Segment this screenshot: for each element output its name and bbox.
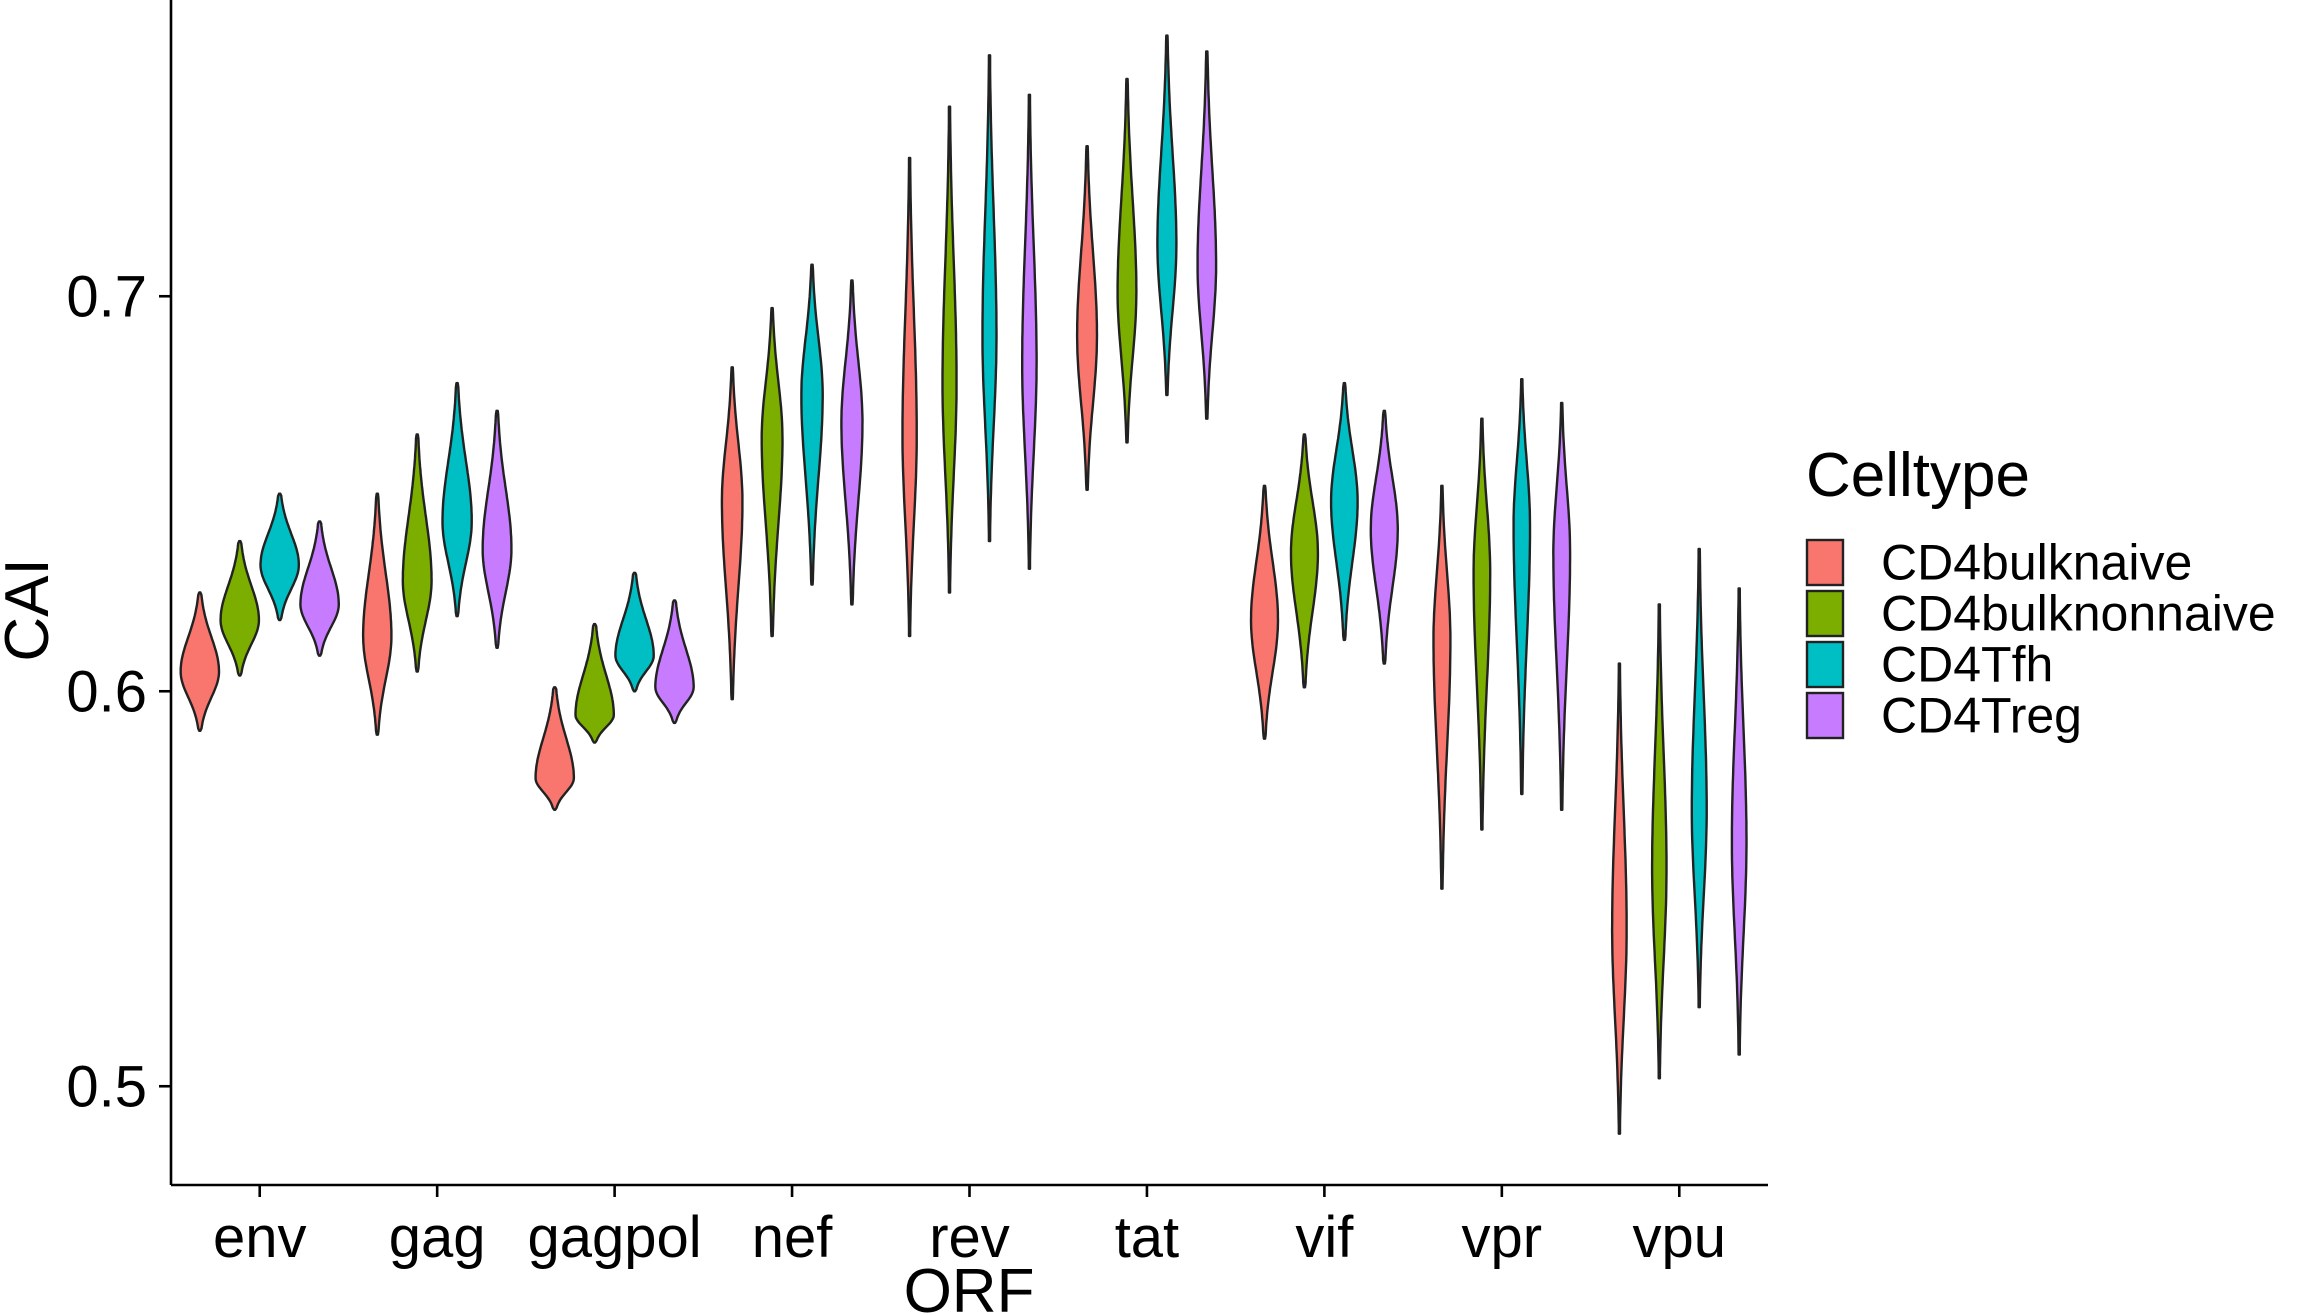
y-tick-label: 0.7: [66, 264, 147, 329]
x-tick-label: gagpol: [528, 1205, 702, 1270]
violin-CD4bulknaive-tat: [1075, 144, 1099, 491]
x-tick-label: rev: [929, 1205, 1010, 1270]
violin-CD4Treg-vif: [1369, 409, 1400, 665]
x-tick-label: vpr: [1462, 1205, 1543, 1270]
x-tick-label: tat: [1115, 1205, 1180, 1270]
violin-CD4Tfh-vif: [1329, 381, 1359, 642]
violin-CD4Tfh-env: [259, 492, 300, 622]
violin-CD4Tfh-vpr: [1512, 378, 1532, 796]
y-axis-ticks: 0.5 0.6 0.7: [66, 264, 171, 1119]
legend-key-CD4Treg: [1805, 691, 1845, 740]
violin-CD4bulknaive-rev: [901, 156, 918, 638]
x-tick-label: vif: [1295, 1205, 1354, 1270]
violin-CD4bulknaive-nef: [720, 366, 744, 701]
legend-key-CD4bulknonnaive: [1805, 589, 1845, 638]
legend-label-CD4Tfh: CD4Tfh: [1881, 637, 2053, 693]
legend-title: Celltype: [1806, 441, 2030, 510]
legend-label-CD4bulknaive: CD4bulknaive: [1881, 535, 2192, 591]
legend-key-CD4Tfh: [1805, 640, 1845, 689]
violin-CD4Treg-vpu: [1730, 587, 1748, 1056]
violin-CD4bulknonnaive-gagpol: [574, 622, 615, 744]
violin-CD4Tfh-tat: [1156, 34, 1178, 397]
violin-CD4bulknonnaive-nef: [760, 306, 784, 638]
violin-CD4bulknonnaive-tat: [1116, 77, 1138, 444]
violin-CD4bulknaive-gag: [361, 492, 393, 736]
legend-key-CD4bulknaive: [1805, 538, 1845, 587]
x-tick-label: nef: [752, 1205, 834, 1270]
violin-CD4bulknaive-vpr: [1432, 484, 1452, 890]
y-tick-label: 0.5: [66, 1054, 147, 1119]
x-axis-ticks: env gag gagpol nef rev tat vif vpr vpu: [213, 1185, 1726, 1270]
violin-CD4bulknonnaive-vif: [1289, 433, 1320, 689]
violin-CD4bulknonnaive-rev: [941, 105, 958, 594]
violin-CD4Tfh-rev: [981, 54, 998, 543]
violin-CD4Treg-vpr: [1552, 401, 1572, 811]
violin-CD4bulknaive-vif: [1249, 484, 1280, 740]
violin-CD4Treg-gagpol: [654, 599, 695, 725]
violin-CD4Treg-tat: [1196, 50, 1218, 420]
legend-label-CD4Treg: CD4Treg: [1881, 688, 2082, 744]
x-tick-label: env: [213, 1205, 307, 1270]
legend: Celltype CD4bulknaiveCD4bulknonnaiveCD4T…: [1805, 441, 2276, 744]
x-axis-title: ORF: [904, 1257, 1035, 1313]
y-axis-title: CAI: [0, 558, 62, 661]
violin-CD4bulknaive-vpu: [1610, 662, 1628, 1135]
violin-layer: [179, 34, 1748, 1135]
violin-CD4bulknonnaive-gag: [401, 433, 433, 673]
violin-CD4bulknaive-env: [179, 591, 221, 732]
violin-CD4bulknonnaive-vpr: [1472, 417, 1492, 831]
y-tick-label: 0.6: [66, 659, 147, 724]
violin-CD4Tfh-gag: [441, 381, 473, 618]
violin-CD4Tfh-gagpol: [614, 571, 655, 693]
violin-CD4Treg-nef: [840, 279, 864, 606]
violin-CD4Treg-gag: [481, 409, 513, 649]
violin-CD4Treg-env: [299, 520, 340, 657]
violin-CD4bulknaive-gagpol: [534, 686, 576, 811]
legend-label-CD4bulknonnaive: CD4bulknonnaive: [1881, 586, 2276, 642]
x-tick-label: gag: [389, 1205, 486, 1270]
x-tick-label: vpu: [1633, 1205, 1727, 1270]
violin-CD4bulknonnaive-vpu: [1650, 603, 1668, 1080]
violin-CD4Tfh-nef: [800, 263, 824, 586]
violin-CD4Treg-rev: [1021, 93, 1038, 570]
violin-CD4Tfh-vpu: [1690, 547, 1708, 1009]
violin-CD4bulknonnaive-env: [219, 539, 261, 677]
